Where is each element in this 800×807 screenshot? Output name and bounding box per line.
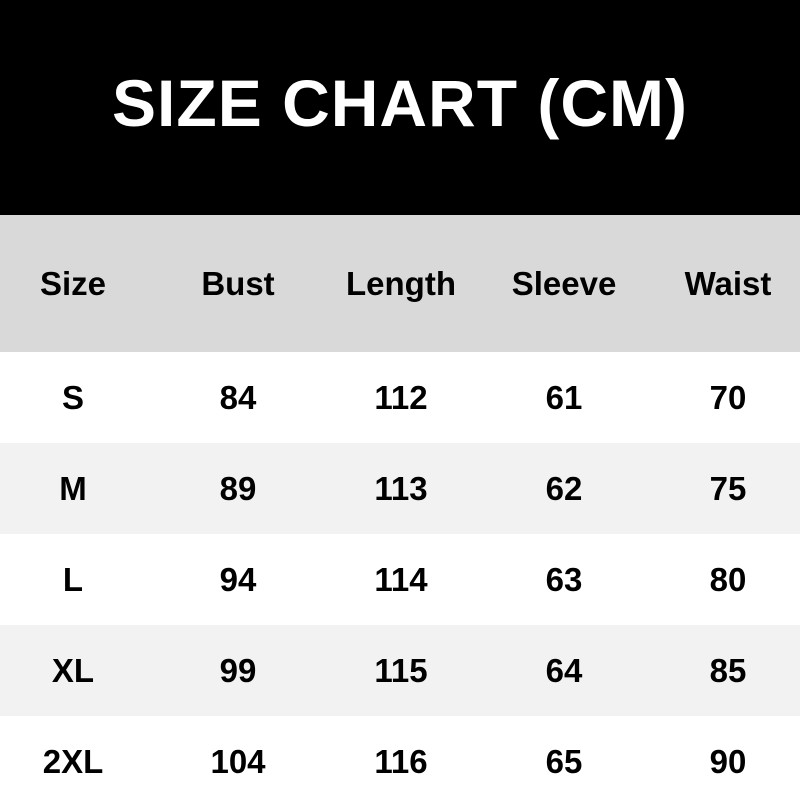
table-row: XL 99 115 64 85	[0, 625, 800, 716]
table-cell-length: 113	[374, 469, 428, 507]
table-cell-bust: 94	[219, 560, 257, 598]
table-cell-size: M	[59, 469, 87, 507]
table-cell-waist: 85	[709, 651, 747, 689]
table-cell-waist: 70	[709, 378, 747, 416]
table-cell-waist: 75	[709, 469, 747, 507]
table-row: L 94 114 63 80	[0, 534, 800, 625]
table-cell-size: L	[62, 560, 84, 598]
table-row: S 84 112 61 70	[0, 352, 800, 443]
table-row: M 89 113 62 75	[0, 443, 800, 534]
column-header-size: Size	[39, 264, 107, 302]
size-table: Size Bust Length Sleeve Waist S 84 112 61 70 M 89 1…	[0, 215, 800, 807]
table-cell-size: 2XL	[42, 742, 104, 780]
table-cell-sleeve: 62	[545, 469, 583, 507]
chart-title: SIZE CHART (CM)	[112, 65, 688, 140]
table-cell-sleeve: 61	[545, 378, 583, 416]
table-cell-bust: 84	[219, 378, 257, 416]
table-header-row: Size Bust Length Sleeve Waist	[0, 215, 800, 352]
column-header-waist: Waist	[684, 264, 772, 302]
column-header-bust: Bust	[201, 264, 275, 302]
table-cell-length: 112	[374, 378, 428, 416]
table-cell-waist: 80	[709, 560, 747, 598]
table-row: 2XL 104 116 65 90	[0, 716, 800, 807]
table-cell-bust: 89	[219, 469, 257, 507]
table-cell-length: 114	[374, 560, 428, 598]
table-cell-bust: 104	[210, 742, 266, 780]
column-header-sleeve: Sleeve	[511, 264, 617, 302]
table-cell-sleeve: 63	[545, 560, 583, 598]
table-cell-length: 115	[374, 651, 428, 689]
title-bar: SIZE CHART (CM)	[0, 0, 800, 215]
column-header-length: Length	[346, 264, 456, 302]
table-cell-bust: 99	[219, 651, 257, 689]
table-cell-size: S	[61, 378, 84, 416]
table-cell-sleeve: 65	[545, 742, 583, 780]
table-cell-waist: 90	[709, 742, 747, 780]
table-cell-size: XL	[51, 651, 95, 689]
table-cell-length: 116	[374, 742, 428, 780]
table-cell-sleeve: 64	[545, 651, 583, 689]
